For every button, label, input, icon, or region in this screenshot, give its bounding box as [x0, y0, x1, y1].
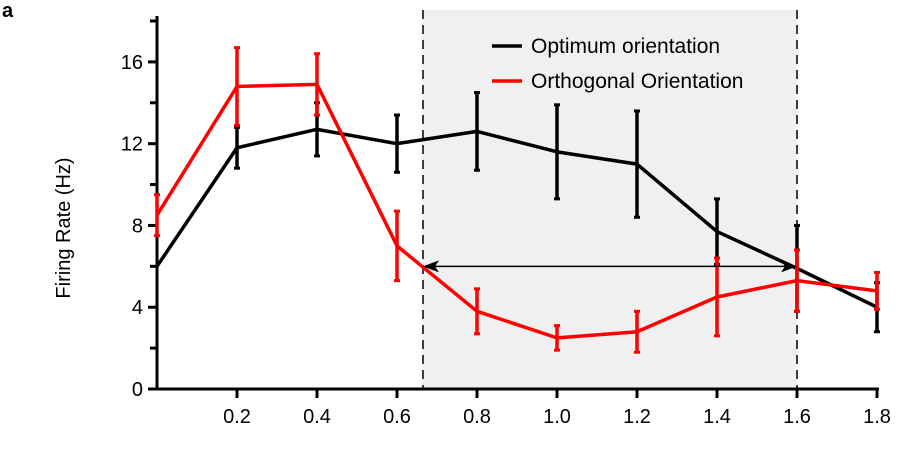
y-tick-label: 16: [121, 52, 143, 74]
y-tick-label: 8: [132, 215, 143, 237]
arrow-layer: [423, 260, 797, 273]
x-tick-label: 0.2: [223, 406, 251, 428]
x-tick-label: 1.0: [543, 406, 571, 428]
x-tick-label: 0.8: [463, 406, 491, 428]
legend-label: Orthogonal Orientation: [531, 70, 743, 93]
series-line-optimum: [155, 127, 878, 309]
x-tick-label: 1.2: [623, 406, 651, 428]
x-tick-label: 1.4: [703, 406, 731, 428]
legend: Optimum orientation Orthogonal Orientatio…: [492, 35, 743, 93]
series-layer: [154, 46, 880, 354]
legend-label: Optimum orientation: [531, 35, 720, 58]
panel-label: a: [2, 0, 14, 22]
series-line-orthogonal: [155, 82, 878, 340]
y-tick-label: 12: [121, 134, 143, 156]
x-tick-label: 0.6: [383, 406, 411, 428]
x-tick-label: 1.8: [863, 406, 891, 428]
shaded-region-layer: [422, 10, 798, 389]
x-tick-label: 0.4: [303, 406, 331, 428]
x-tick-label: 1.6: [783, 406, 811, 428]
arrow-head-left: [423, 260, 439, 273]
y-axis-title: Firing Rate (Hz): [53, 157, 75, 298]
shaded-region: [423, 10, 797, 389]
arrow-head-right: [781, 260, 797, 273]
y-tick-label: 0: [132, 379, 143, 401]
y-tick-label: 4: [132, 297, 143, 319]
